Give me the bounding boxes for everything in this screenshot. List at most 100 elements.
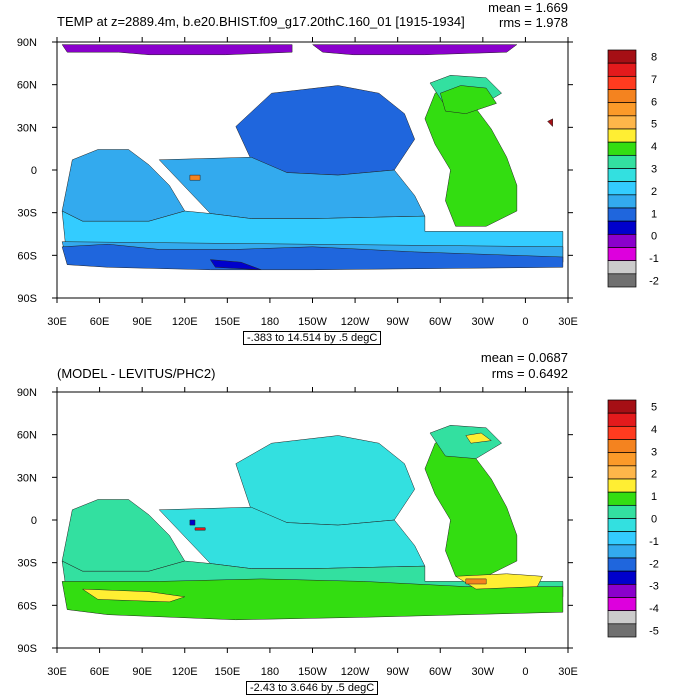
ocean-region	[194, 527, 206, 531]
panel2-mean: mean = 0.0687	[480, 350, 568, 365]
ocean-region	[61, 243, 564, 271]
y-tick-label: 30N	[17, 472, 37, 484]
colorbar-swatch	[607, 154, 637, 169]
colorbar-swatch	[607, 610, 637, 625]
x-tick-label: 120W	[341, 316, 370, 328]
colorbar-swatch	[607, 247, 637, 262]
ocean-region	[311, 44, 518, 56]
x-tick-label: 30E	[47, 666, 67, 678]
ocean-region	[61, 578, 564, 621]
x-tick-label: 30E	[558, 316, 578, 328]
colorbar-swatch	[607, 49, 637, 64]
x-tick-label: 120E	[172, 316, 198, 328]
ocean-region	[454, 573, 543, 590]
ocean-region	[61, 44, 293, 56]
colorbar-swatch	[607, 623, 637, 638]
colorbar-swatch	[607, 102, 637, 117]
colorbar-swatch	[607, 412, 637, 427]
ocean-region	[429, 425, 503, 459]
x-tick-label: 60E	[90, 666, 110, 678]
map-panel-1: 30E 60E 90E 120E 150E 180 150W 120W 90W 60W 30W 0 30…	[17, 37, 659, 328]
colorbar-label: 7	[651, 74, 657, 86]
x-tick-label: 90E	[132, 316, 152, 328]
x-tick-label: 120W	[341, 666, 370, 678]
colorbar-label: 2	[651, 469, 657, 481]
colorbar-swatch	[607, 557, 637, 572]
panel1-title: TEMP at z=2889.4m, b.e20.BHIST.f09_g17.2…	[57, 14, 465, 29]
colorbar-label: 0	[651, 231, 657, 243]
x-tick-label: 90E	[132, 666, 152, 678]
colorbar-swatch	[607, 399, 637, 414]
colorbar-swatch	[607, 168, 637, 183]
colorbar: 8 7 6 5 4 3 2 1 0 -1 -2	[607, 49, 659, 288]
y-tick-label: 90N	[17, 37, 37, 49]
colorbar-label: -4	[649, 603, 659, 615]
y-tick-label: 90S	[17, 643, 37, 655]
map-panel-2: 30E 60E 90E 120E 150E 180 150W 120W 90W 60W 30W 0 30…	[17, 387, 659, 678]
ocean-region	[189, 174, 201, 181]
colorbar-label: 0	[651, 514, 657, 526]
panel1-range-note: -.383 to 14.514 by .5 degC	[243, 331, 382, 345]
panel2-rms: rms = 0.6492	[491, 366, 568, 381]
panel2-range-note: -2.43 to 3.646 by .5 degC	[246, 681, 379, 695]
x-tick-label: 180	[261, 316, 279, 328]
colorbar-swatch	[607, 181, 637, 196]
colorbar-swatch	[607, 518, 637, 533]
colorbar-label: -2	[649, 558, 659, 570]
y-tick-label: 30S	[17, 558, 37, 570]
colorbar-swatch	[607, 425, 637, 440]
panel2-title: (MODEL - LEVITUS/PHC2)	[57, 366, 216, 381]
colorbar-swatch	[607, 194, 637, 209]
colorbar-swatch	[607, 260, 637, 275]
colorbar-swatch	[607, 115, 637, 130]
x-tick-label: 90W	[386, 666, 409, 678]
panel1-rms: rms = 1.978	[498, 15, 568, 30]
colorbar-swatch	[607, 478, 637, 493]
x-tick-label: 60W	[429, 316, 452, 328]
x-tick-label: 30W	[472, 316, 495, 328]
panel1-mean: mean = 1.669	[488, 0, 568, 15]
ocean-region	[209, 259, 262, 271]
x-tick-label: 60E	[90, 316, 110, 328]
colorbar-label: -2	[649, 275, 659, 287]
y-tick-label: 0	[31, 515, 37, 527]
colorbar: 5 4 3 2 1 0 -1 -2 -3 -4 -5	[607, 399, 659, 638]
colorbar-swatch	[607, 220, 637, 235]
ocean-region	[465, 578, 487, 585]
colorbar-swatch	[607, 89, 637, 104]
y-tick-label: 30N	[17, 122, 37, 134]
y-tick-label: 60S	[17, 250, 37, 262]
ocean-region	[439, 85, 497, 114]
ocean-region	[81, 588, 185, 603]
x-tick-label: 60W	[429, 666, 452, 678]
colorbar-label: 8	[651, 52, 657, 64]
colorbar-swatch	[607, 207, 637, 222]
y-tick-label: 90S	[17, 293, 37, 305]
colorbar-label: 1	[651, 491, 657, 503]
colorbar-label: -1	[649, 253, 659, 265]
ocean-region	[189, 519, 196, 526]
x-tick-label: 0	[522, 316, 528, 328]
colorbar-swatch	[607, 233, 637, 248]
y-tick-label: 0	[31, 165, 37, 177]
colorbar-label: 6	[651, 96, 657, 108]
colorbar-swatch	[607, 583, 637, 598]
colorbar-swatch	[607, 570, 637, 585]
colorbar-swatch	[607, 544, 637, 559]
ocean-region	[465, 432, 492, 444]
x-tick-label: 180	[261, 666, 279, 678]
colorbar-label: 4	[651, 141, 657, 153]
colorbar-swatch	[607, 504, 637, 519]
y-tick-label: 90N	[17, 387, 37, 399]
colorbar-swatch	[607, 141, 637, 156]
colorbar-swatch	[607, 273, 637, 288]
y-tick-label: 60S	[17, 600, 37, 612]
y-tick-label: 60N	[17, 430, 37, 442]
colorbar-label: 3	[651, 164, 657, 176]
x-tick-label: 90W	[386, 316, 409, 328]
colorbar-swatch	[607, 62, 637, 77]
colorbar-label: -3	[649, 581, 659, 593]
colorbar-swatch	[607, 128, 637, 143]
colorbar-label: 3	[651, 446, 657, 458]
y-tick-label: 30S	[17, 208, 37, 220]
